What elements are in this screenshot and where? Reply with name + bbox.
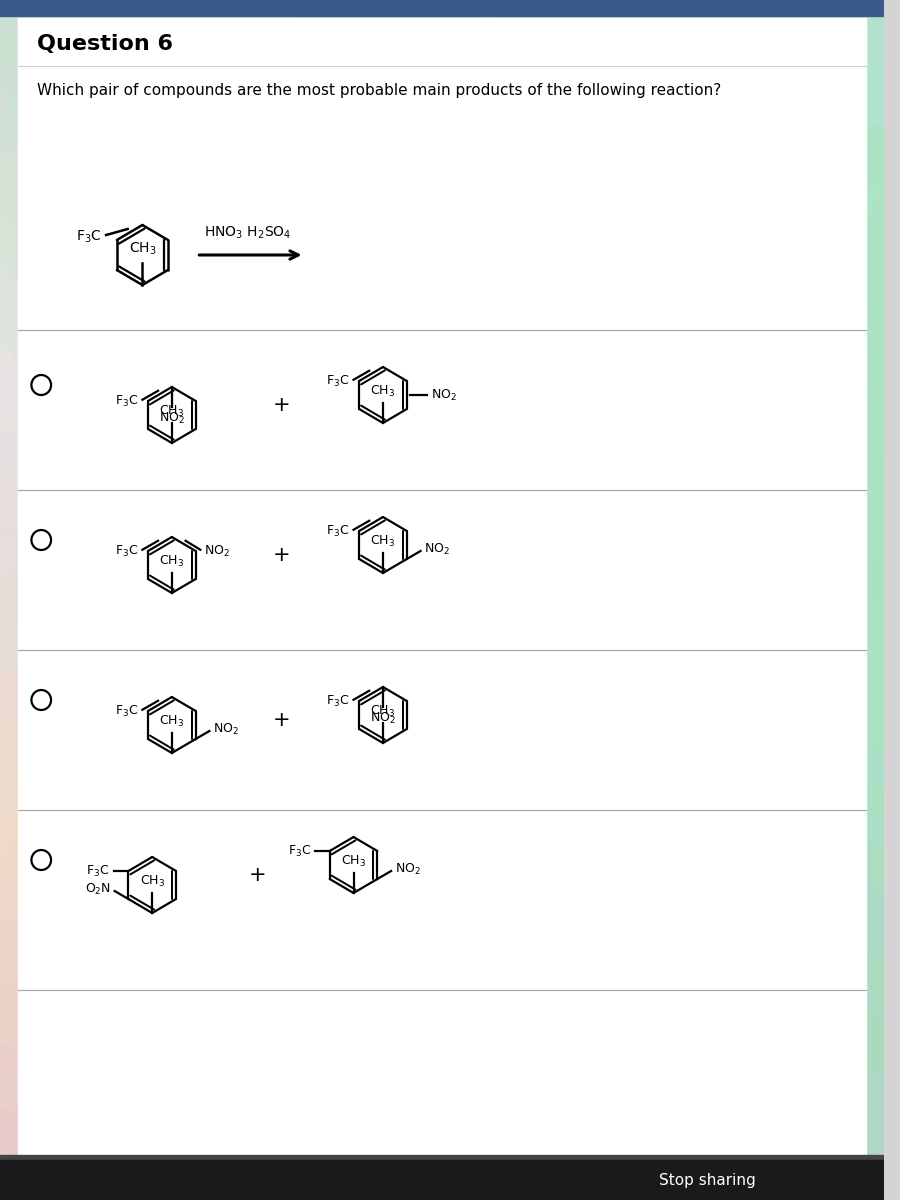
Circle shape xyxy=(0,482,480,1200)
Circle shape xyxy=(510,288,900,1200)
Circle shape xyxy=(488,0,900,852)
Circle shape xyxy=(0,0,522,670)
Circle shape xyxy=(0,0,569,628)
Circle shape xyxy=(0,665,733,1200)
Text: F$_3$C: F$_3$C xyxy=(86,864,110,878)
Circle shape xyxy=(60,690,900,1200)
Bar xyxy=(0,0,884,16)
Circle shape xyxy=(0,318,384,1200)
Text: CH$_3$: CH$_3$ xyxy=(159,714,184,728)
Text: NO$_2$: NO$_2$ xyxy=(370,710,396,726)
Text: NO$_2$: NO$_2$ xyxy=(425,541,450,557)
Circle shape xyxy=(526,0,900,973)
Text: F$_3$C: F$_3$C xyxy=(326,374,349,389)
Circle shape xyxy=(60,0,900,510)
Circle shape xyxy=(424,0,900,742)
Circle shape xyxy=(383,506,900,1200)
Circle shape xyxy=(180,0,900,547)
Circle shape xyxy=(0,0,620,592)
Text: CH$_3$: CH$_3$ xyxy=(371,704,395,719)
Text: CH$_3$: CH$_3$ xyxy=(159,404,184,419)
Circle shape xyxy=(383,0,900,694)
Circle shape xyxy=(0,0,793,517)
Text: CH$_3$: CH$_3$ xyxy=(371,384,395,398)
Text: F$_3$C: F$_3$C xyxy=(326,524,349,539)
Bar xyxy=(0,1154,884,1162)
Circle shape xyxy=(540,100,900,1100)
Bar xyxy=(0,1160,884,1200)
Circle shape xyxy=(0,0,900,502)
Text: F$_3$C: F$_3$C xyxy=(326,695,349,709)
Text: CH$_3$: CH$_3$ xyxy=(129,240,157,257)
Text: F$_3$C: F$_3$C xyxy=(115,545,139,559)
Circle shape xyxy=(237,0,900,575)
Circle shape xyxy=(458,0,900,796)
Circle shape xyxy=(458,404,900,1200)
Bar xyxy=(312,215,464,310)
Text: +: + xyxy=(273,545,291,565)
Circle shape xyxy=(488,348,900,1200)
Circle shape xyxy=(526,227,900,1200)
Text: HNO$_3$ H$_2$SO$_4$: HNO$_3$ H$_2$SO$_4$ xyxy=(203,224,292,241)
Circle shape xyxy=(339,552,900,1200)
Circle shape xyxy=(237,625,900,1200)
Text: CH$_3$: CH$_3$ xyxy=(140,874,165,889)
Text: Which pair of compounds are the most probable main products of the following rea: Which pair of compounds are the most pro… xyxy=(37,83,722,97)
Circle shape xyxy=(536,163,900,1164)
Circle shape xyxy=(0,196,351,1195)
Circle shape xyxy=(0,132,345,1132)
Text: F$_3$C: F$_3$C xyxy=(76,229,101,245)
Text: O$_2$N: O$_2$N xyxy=(85,882,111,896)
Circle shape xyxy=(0,0,410,823)
Circle shape xyxy=(0,0,900,500)
Text: NO$_2$: NO$_2$ xyxy=(431,388,457,402)
Text: CH$_3$: CH$_3$ xyxy=(371,534,395,550)
Circle shape xyxy=(121,0,900,526)
Circle shape xyxy=(290,590,900,1200)
Circle shape xyxy=(0,572,569,1200)
Circle shape xyxy=(510,0,900,912)
Circle shape xyxy=(424,458,900,1200)
Circle shape xyxy=(0,695,855,1200)
Circle shape xyxy=(536,36,900,1037)
Text: +: + xyxy=(273,395,291,415)
Text: F$_3$C: F$_3$C xyxy=(115,704,139,719)
Circle shape xyxy=(540,100,900,1100)
Circle shape xyxy=(0,0,480,718)
Text: CH$_3$: CH$_3$ xyxy=(159,554,184,569)
Text: Stop sharing: Stop sharing xyxy=(659,1172,755,1188)
Text: NO$_2$: NO$_2$ xyxy=(159,410,184,426)
Circle shape xyxy=(0,0,442,768)
Circle shape xyxy=(0,258,364,1200)
Circle shape xyxy=(0,683,793,1200)
Circle shape xyxy=(0,698,900,1200)
Circle shape xyxy=(0,640,675,1200)
Circle shape xyxy=(0,608,620,1200)
Text: NO$_2$: NO$_2$ xyxy=(204,545,230,559)
Text: +: + xyxy=(273,710,291,730)
Circle shape xyxy=(0,0,364,942)
Bar xyxy=(18,18,866,66)
Text: NO$_2$: NO$_2$ xyxy=(213,721,239,737)
Circle shape xyxy=(0,432,442,1200)
Text: NO$_2$: NO$_2$ xyxy=(395,862,421,876)
Circle shape xyxy=(339,0,900,648)
Text: F$_3$C: F$_3$C xyxy=(115,395,139,409)
Circle shape xyxy=(0,0,733,535)
Circle shape xyxy=(0,68,345,1068)
Circle shape xyxy=(0,0,855,505)
Text: F$_3$C: F$_3$C xyxy=(288,844,311,858)
Circle shape xyxy=(290,0,900,610)
Text: CH$_3$: CH$_3$ xyxy=(341,854,366,869)
Circle shape xyxy=(180,653,900,1200)
Circle shape xyxy=(0,0,675,560)
Circle shape xyxy=(0,377,410,1200)
Circle shape xyxy=(0,0,384,882)
Text: +: + xyxy=(248,865,266,886)
Circle shape xyxy=(0,5,351,1004)
Text: Question 6: Question 6 xyxy=(37,34,174,54)
Circle shape xyxy=(0,530,522,1200)
Circle shape xyxy=(0,700,900,1200)
Circle shape xyxy=(121,674,900,1200)
